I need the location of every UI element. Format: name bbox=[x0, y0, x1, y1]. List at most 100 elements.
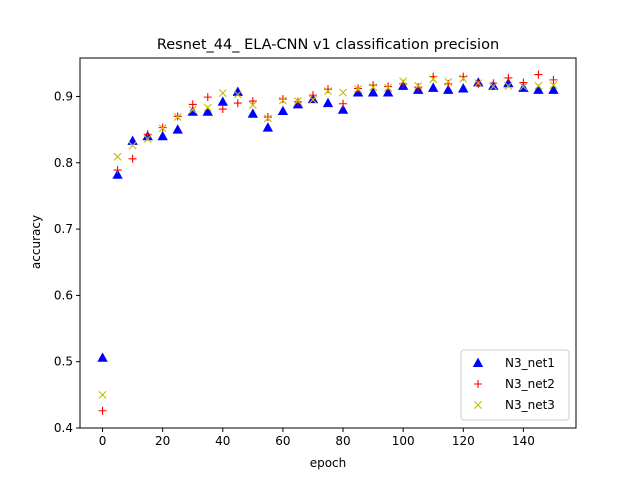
data-point bbox=[263, 114, 272, 123]
data-point bbox=[322, 97, 334, 108]
data-point bbox=[459, 74, 468, 83]
legend-marker bbox=[472, 357, 484, 368]
data-point bbox=[158, 124, 167, 133]
chart-title: Resnet_44_ ELA-CNN v1 classification pre… bbox=[157, 37, 499, 53]
x-tick-label: 100 bbox=[392, 434, 415, 448]
data-point bbox=[97, 352, 108, 362]
data-point bbox=[549, 81, 558, 90]
x-tick-label: 140 bbox=[512, 434, 535, 448]
data-point bbox=[414, 83, 423, 92]
legend-marker bbox=[474, 380, 482, 388]
data-point bbox=[534, 81, 543, 90]
data-point bbox=[278, 96, 287, 105]
data-point bbox=[263, 113, 272, 122]
data-point bbox=[128, 141, 137, 150]
data-point bbox=[324, 87, 332, 96]
data-point bbox=[113, 166, 122, 175]
data-point bbox=[337, 104, 349, 114]
legend-item: N3_net3 bbox=[474, 398, 555, 412]
x-tick-label: 40 bbox=[215, 434, 230, 448]
series-N3_net3 bbox=[98, 74, 558, 399]
data-point bbox=[277, 105, 289, 116]
data-point bbox=[98, 406, 107, 415]
data-point bbox=[308, 91, 317, 100]
data-point bbox=[458, 83, 469, 93]
y-axis-label: accuracy bbox=[29, 215, 43, 269]
data-point bbox=[203, 103, 212, 112]
legend-item: N3_net1 bbox=[472, 356, 555, 370]
y-tick-label: 0.8 bbox=[54, 156, 73, 170]
data-point bbox=[143, 130, 152, 139]
data-point bbox=[339, 88, 348, 97]
data-point bbox=[172, 124, 183, 134]
x-tick-label: 120 bbox=[452, 434, 475, 448]
data-point bbox=[384, 83, 393, 92]
data-point bbox=[549, 75, 558, 84]
data-point bbox=[519, 82, 528, 91]
data-point bbox=[429, 75, 438, 84]
data-point bbox=[278, 95, 287, 104]
data-point bbox=[247, 108, 259, 118]
y-tick-label: 0.4 bbox=[54, 421, 73, 435]
x-tick-label: 80 bbox=[335, 434, 350, 448]
data-point bbox=[233, 90, 242, 99]
data-point bbox=[533, 84, 544, 94]
data-point bbox=[173, 113, 182, 122]
data-point bbox=[444, 77, 453, 86]
data-point bbox=[262, 122, 274, 132]
data-point bbox=[519, 78, 528, 87]
data-point bbox=[128, 154, 137, 163]
y-tick-label: 0.7 bbox=[54, 222, 73, 236]
axes-frame bbox=[79, 57, 577, 429]
x-axis-label: epoch bbox=[310, 456, 347, 470]
data-point bbox=[384, 82, 393, 91]
data-point bbox=[534, 70, 543, 79]
data-point bbox=[443, 84, 454, 94]
data-point bbox=[218, 105, 227, 114]
x-tick-label: 20 bbox=[155, 434, 170, 448]
legend-label: N3_net3 bbox=[505, 398, 555, 412]
data-point bbox=[503, 77, 514, 88]
data-point bbox=[112, 169, 123, 179]
data-point bbox=[127, 135, 138, 145]
data-point bbox=[382, 87, 394, 97]
data-point bbox=[339, 99, 348, 108]
y-tick-label: 0.5 bbox=[54, 355, 73, 369]
legend-label: N3_net2 bbox=[505, 377, 555, 391]
data-point bbox=[233, 99, 242, 108]
data-point bbox=[293, 97, 302, 106]
data-point bbox=[399, 77, 408, 86]
data-point bbox=[202, 106, 213, 116]
y-tick-label: 0.6 bbox=[54, 288, 73, 302]
data-point bbox=[98, 390, 107, 399]
data-point bbox=[504, 81, 513, 90]
data-point bbox=[474, 79, 483, 88]
y-tick-label: 0.9 bbox=[54, 89, 73, 103]
data-point bbox=[354, 85, 363, 94]
data-point bbox=[143, 134, 152, 143]
data-point bbox=[188, 100, 197, 109]
x-tick-label: 0 bbox=[99, 434, 107, 448]
data-point bbox=[548, 84, 559, 94]
legend: N3_net1 N3_net2 N3_net3 bbox=[460, 349, 570, 421]
legend-marker bbox=[474, 401, 482, 409]
data-point bbox=[369, 83, 378, 92]
x-tick-label: 60 bbox=[275, 434, 290, 448]
data-point bbox=[248, 101, 257, 110]
data-point bbox=[203, 93, 212, 102]
data-point bbox=[504, 73, 513, 82]
data-point bbox=[308, 95, 317, 104]
legend-box bbox=[460, 349, 570, 421]
data-point bbox=[188, 105, 197, 114]
legend-label: N3_net1 bbox=[505, 356, 555, 370]
data-point bbox=[248, 97, 257, 106]
data-point bbox=[489, 82, 498, 91]
data-point bbox=[218, 89, 227, 98]
data-point bbox=[428, 82, 439, 92]
data-point bbox=[367, 87, 379, 97]
plot-area: 0 20 40 60 80 100 120 140 0.4 0.5 0.6 0.7 0.8 0.9 bbox=[54, 57, 577, 448]
data-point bbox=[232, 86, 243, 96]
legend-item: N3_net2 bbox=[474, 377, 555, 391]
data-point bbox=[157, 130, 168, 141]
